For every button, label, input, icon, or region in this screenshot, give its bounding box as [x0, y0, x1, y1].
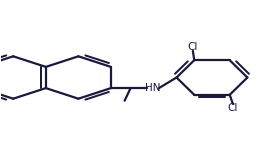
Text: Cl: Cl [188, 42, 198, 52]
Text: Cl: Cl [228, 103, 238, 113]
Text: HN: HN [145, 83, 161, 93]
